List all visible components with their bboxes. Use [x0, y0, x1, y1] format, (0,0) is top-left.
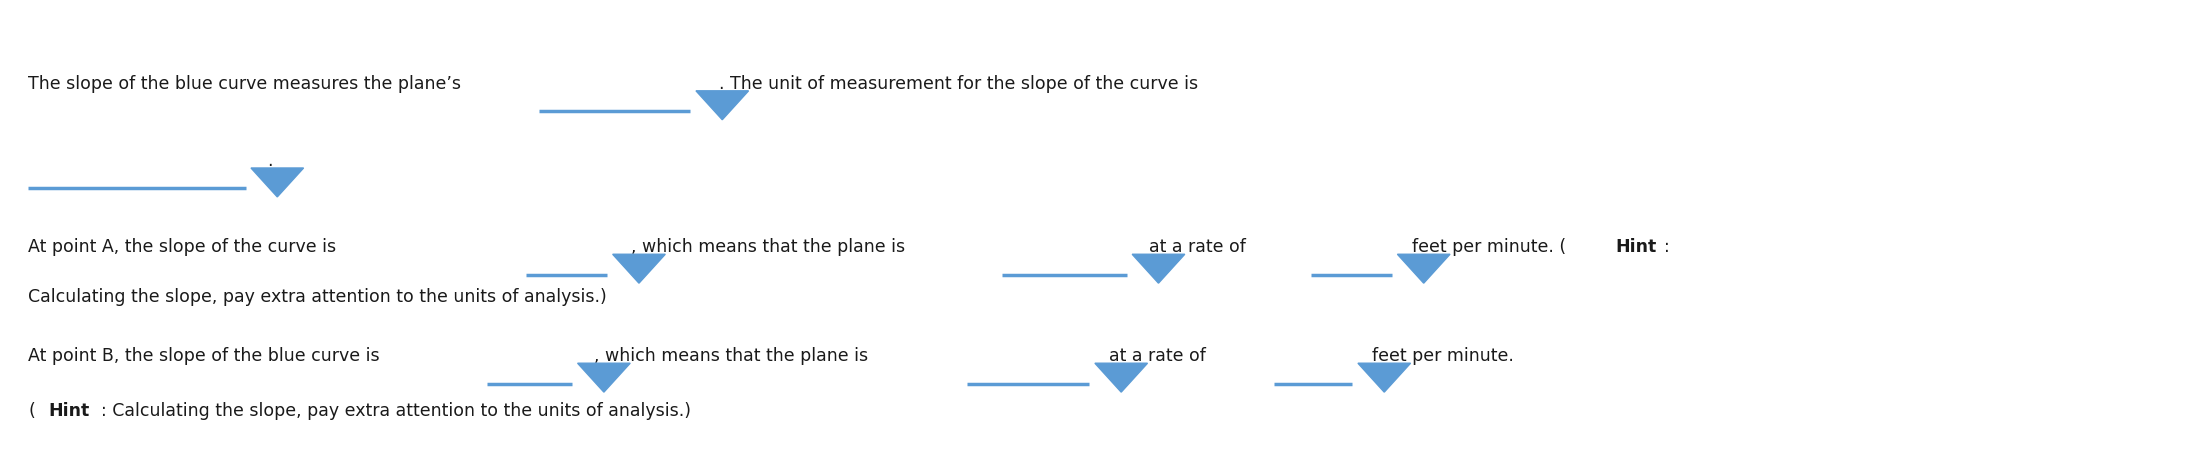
Text: , which means that the plane is: , which means that the plane is	[594, 347, 875, 365]
Text: : Calculating the slope, pay extra attention to the units of analysis.): : Calculating the slope, pay extra atten…	[101, 402, 690, 420]
Text: Hint: Hint	[48, 402, 90, 420]
Polygon shape	[1398, 254, 1451, 283]
Polygon shape	[1094, 363, 1149, 392]
Text: at a rate of: at a rate of	[1109, 347, 1212, 365]
Text: (: (	[28, 402, 35, 420]
Polygon shape	[579, 363, 631, 392]
Text: Calculating the slope, pay extra attention to the units of analysis.): Calculating the slope, pay extra attenti…	[28, 288, 607, 306]
Text: The slope of the blue curve measures the plane’s: The slope of the blue curve measures the…	[28, 75, 467, 93]
Text: feet per minute.: feet per minute.	[1372, 347, 1515, 365]
Text: , which means that the plane is: , which means that the plane is	[631, 238, 912, 257]
Polygon shape	[614, 254, 666, 283]
Text: At point A, the slope of the curve is: At point A, the slope of the curve is	[28, 238, 342, 257]
Text: . The unit of measurement for the slope of the curve is: . The unit of measurement for the slope …	[719, 75, 1199, 93]
Text: .: .	[267, 152, 274, 170]
Text: Hint: Hint	[1616, 238, 1657, 257]
Text: At point B, the slope of the blue curve is: At point B, the slope of the blue curve …	[28, 347, 386, 365]
Text: at a rate of: at a rate of	[1149, 238, 1252, 257]
Polygon shape	[697, 91, 750, 120]
Polygon shape	[1359, 363, 1412, 392]
Text: :: :	[1664, 238, 1670, 257]
Text: feet per minute. (: feet per minute. (	[1412, 238, 1565, 257]
Polygon shape	[250, 168, 302, 197]
Polygon shape	[1131, 254, 1184, 283]
